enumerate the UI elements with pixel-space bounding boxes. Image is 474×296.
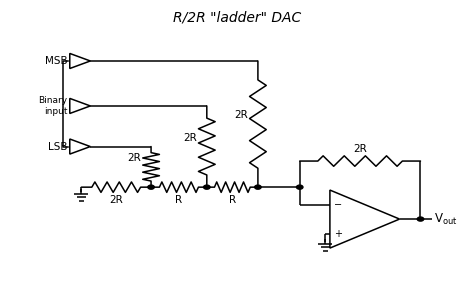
Circle shape — [417, 217, 424, 221]
Text: 2R: 2R — [183, 133, 197, 143]
Text: Binary
input: Binary input — [38, 96, 67, 116]
Text: 2R: 2R — [109, 195, 123, 205]
Text: 2R: 2R — [234, 110, 248, 120]
Text: R: R — [175, 195, 182, 205]
Circle shape — [255, 185, 261, 189]
Circle shape — [148, 185, 155, 189]
Text: +: + — [334, 229, 342, 239]
Circle shape — [203, 185, 210, 189]
Circle shape — [296, 185, 303, 189]
Text: 2R: 2R — [353, 144, 367, 154]
Text: −: − — [334, 200, 342, 210]
Text: V$_{\mathregular{out}}$: V$_{\mathregular{out}}$ — [434, 212, 458, 227]
Text: MSB: MSB — [45, 56, 67, 66]
Text: 2R: 2R — [127, 153, 141, 163]
Text: LSB: LSB — [48, 141, 67, 152]
Text: R/2R "ladder" DAC: R/2R "ladder" DAC — [173, 10, 301, 24]
Text: R: R — [229, 195, 236, 205]
